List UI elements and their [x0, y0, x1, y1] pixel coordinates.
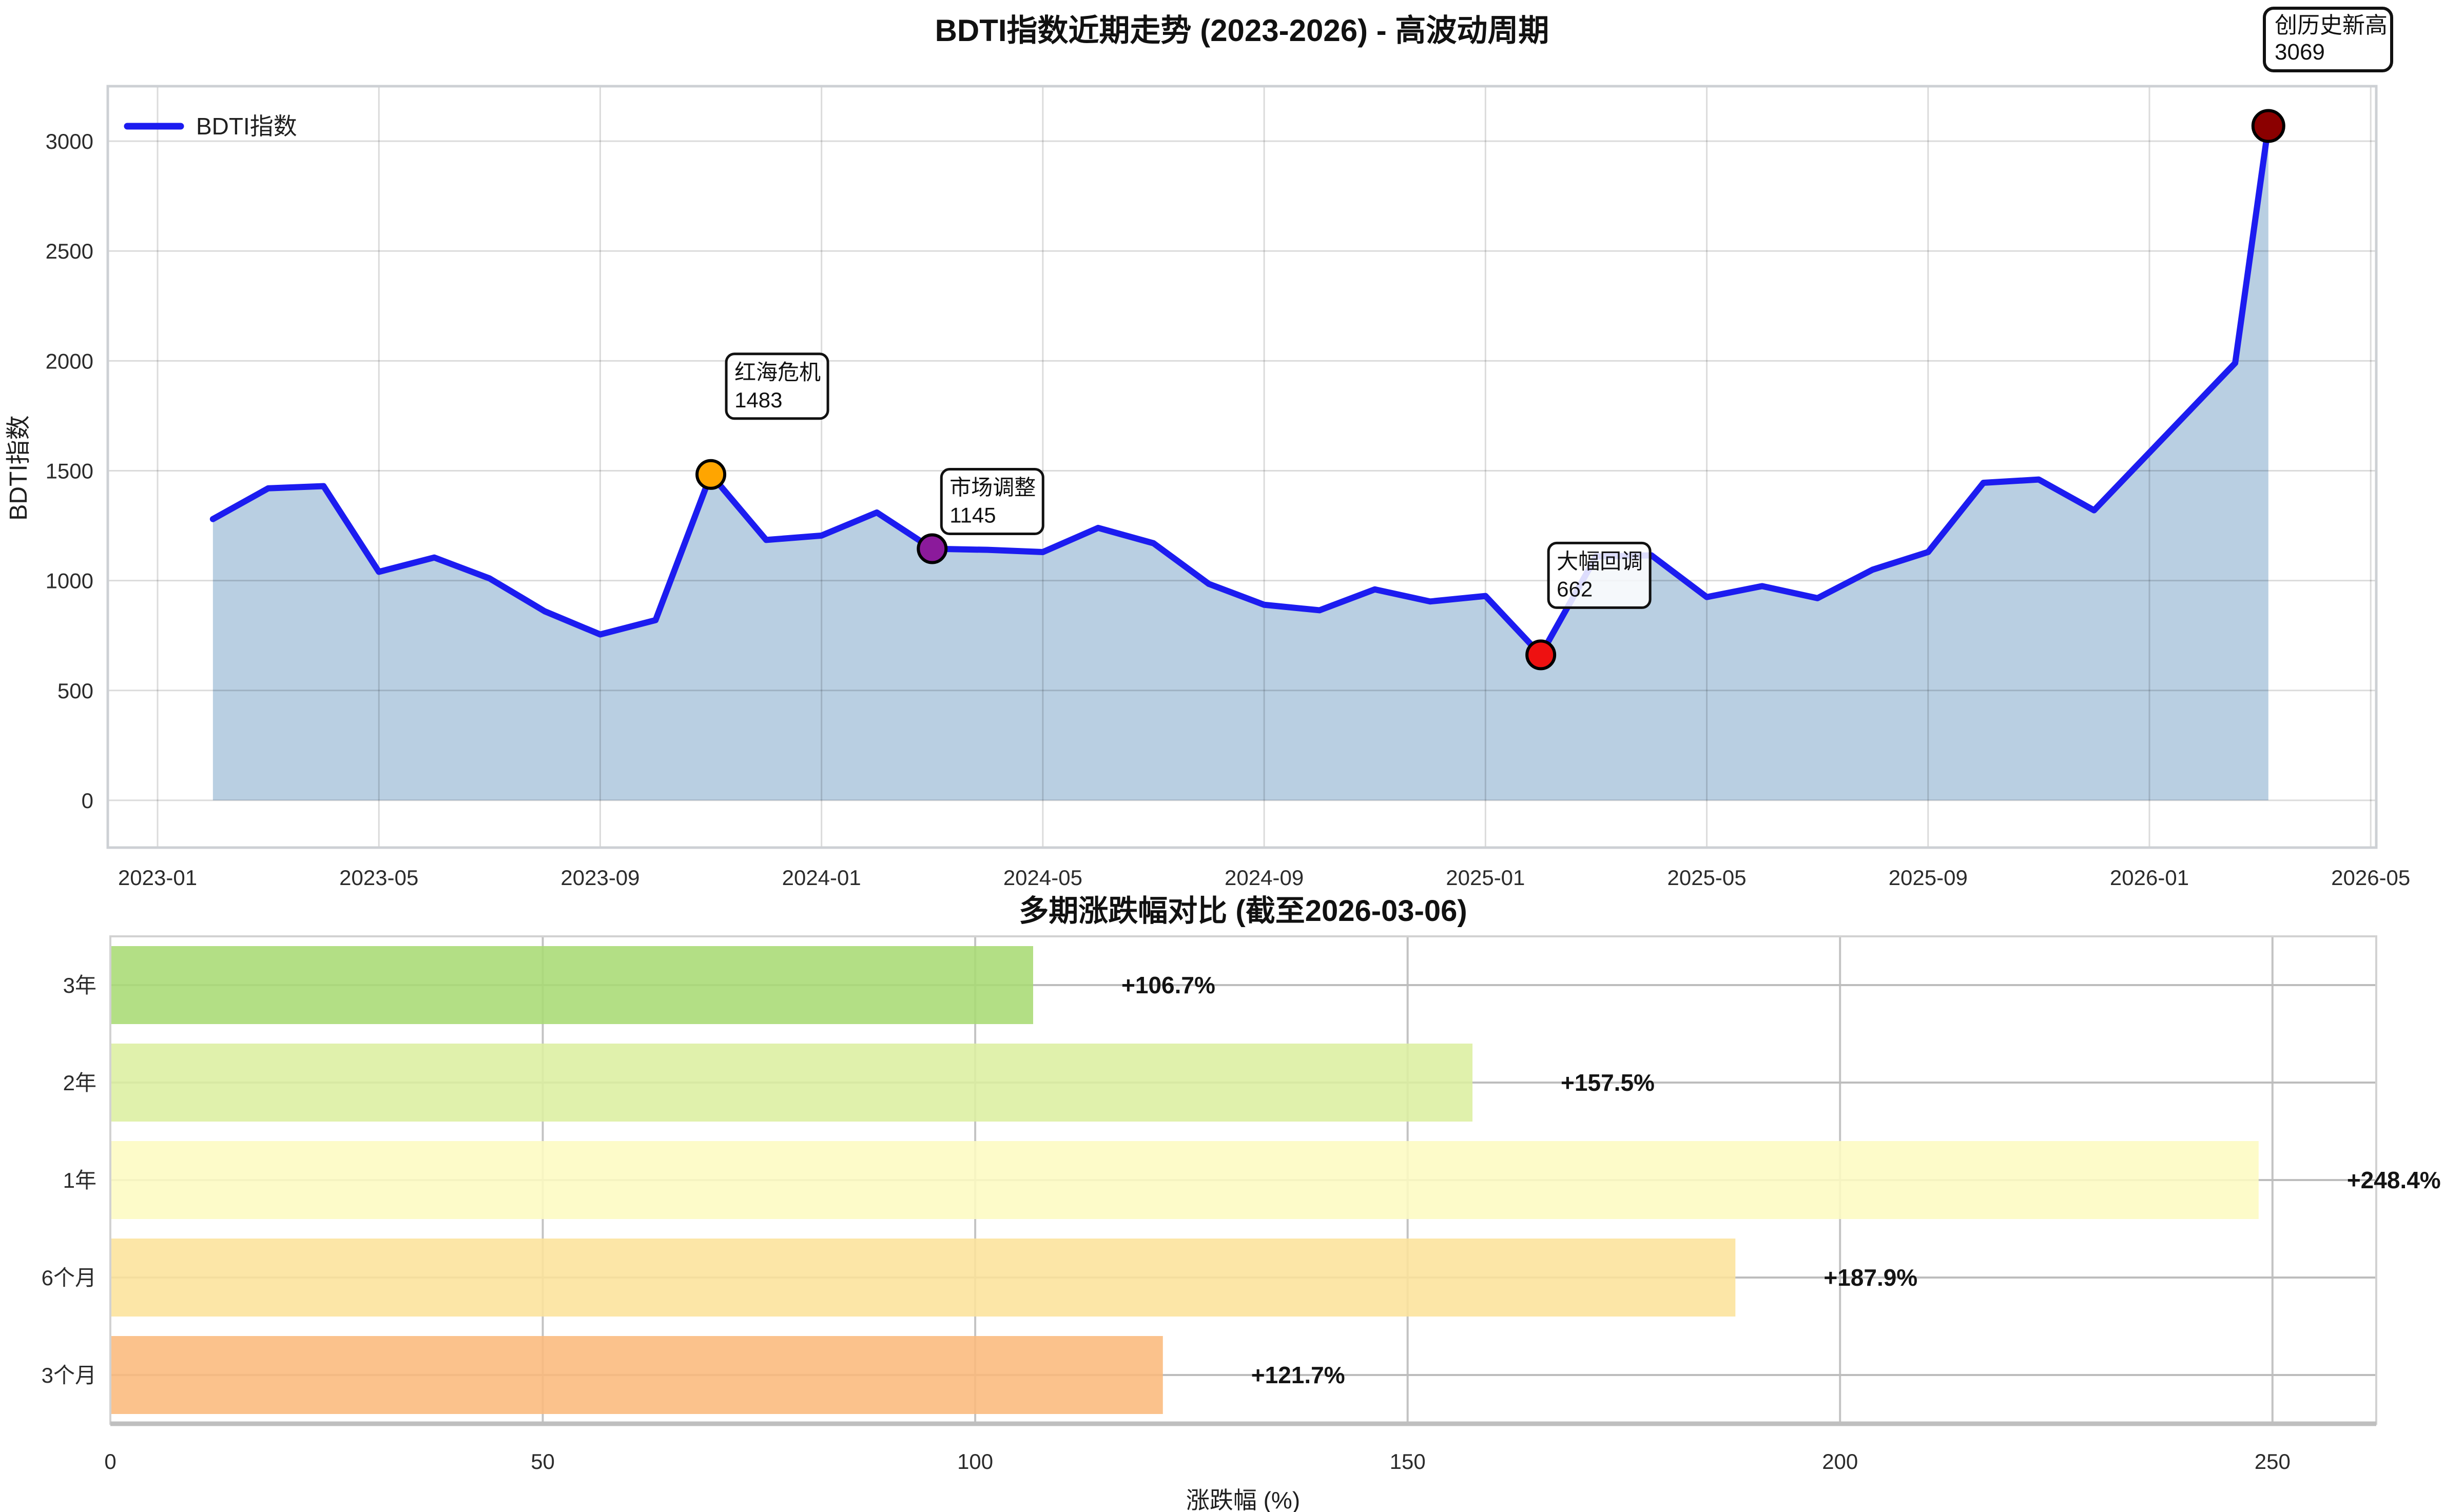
bar-value-label: +157.5%	[1561, 1069, 1655, 1096]
category-label: 6个月	[42, 1266, 96, 1290]
legend: BDTI指数	[124, 113, 297, 140]
y-tick-label: 500	[57, 679, 93, 703]
marker-创历史新高	[2251, 109, 2285, 143]
y-tick-label: 2000	[46, 349, 93, 373]
event-markers	[695, 109, 2285, 671]
marker-市场调整	[917, 533, 948, 564]
x-tick-label: 150	[1390, 1449, 1426, 1474]
bar-6个月	[110, 1239, 1736, 1317]
bar-value-label: +106.7%	[1121, 972, 1215, 998]
x-tick-label: 200	[1822, 1449, 1858, 1474]
x-tick-label: 2026-01	[2110, 866, 2189, 890]
annotation-value: 1145	[949, 503, 996, 527]
bar-1年	[110, 1141, 2259, 1219]
marker-大幅回调	[1525, 639, 1557, 671]
x-tick-label: 50	[531, 1449, 555, 1474]
bar-chart-x-axis-label: 涨跌幅 (%)	[1186, 1487, 1300, 1512]
line-chart-border	[106, 85, 2378, 849]
bar-value-label: +121.7%	[1251, 1362, 1345, 1388]
x-tick-label: 2024-01	[782, 866, 861, 890]
legend-label: BDTI指数	[196, 113, 297, 140]
x-tick-label: 2024-09	[1225, 866, 1304, 890]
x-tick-label: 0	[104, 1449, 116, 1474]
bdti-line	[209, 123, 2272, 658]
line-chart-y-axis-label: BDTI指数	[5, 415, 32, 520]
bar-chart-title: 多期涨跌幅对比 (截至2026-03-06)	[1019, 894, 1467, 928]
record-high-badge-value: 3069	[2275, 40, 2325, 65]
bar-chart-bars	[110, 946, 2259, 1414]
x-tick-label: 100	[957, 1449, 993, 1474]
category-label: 3个月	[42, 1363, 96, 1387]
bar-chart-tick-labels: 3年 2年 1年 6个月 3个月 0 50 100 150 200 250	[42, 973, 2291, 1474]
line-chart-area-fill	[212, 126, 2268, 800]
line-chart-grid	[108, 86, 2376, 848]
y-tick-label: 3000	[46, 129, 93, 153]
annotation-value: 662	[1557, 577, 1593, 601]
annotation-box	[725, 352, 829, 420]
bar-value-label: +187.9%	[1824, 1264, 1917, 1291]
annotation-box	[940, 468, 1044, 536]
x-tick-label: 2025-09	[1889, 866, 1968, 890]
x-tick-label: 2024-05	[1003, 866, 1082, 890]
y-tick-label: 1500	[46, 459, 93, 483]
line-chart-tick-labels: 0 500 1000 1500 2000 2500 3000 2023-01 2023-05 20…	[46, 129, 2411, 890]
bar-value-label: +248.4%	[2347, 1167, 2441, 1193]
x-tick-label: 2023-01	[118, 866, 197, 890]
x-tick-label: 2025-01	[1446, 866, 1525, 890]
record-high-badge-box	[2263, 7, 2393, 72]
annotation-label: 大幅回调	[1557, 549, 1643, 573]
annotation-box	[1547, 541, 1652, 609]
record-high-badge-label: 创历史新高	[2275, 13, 2388, 38]
annotation-label: 市场调整	[949, 476, 1036, 500]
bdti-area-fill	[212, 126, 2268, 800]
annotation-label: 红海危机	[734, 360, 821, 384]
annotation-value: 1483	[734, 388, 782, 412]
x-tick-label: 250	[2255, 1449, 2291, 1474]
bar-2年	[110, 1044, 1473, 1122]
y-tick-label: 2500	[46, 239, 93, 263]
category-label: 1年	[63, 1168, 96, 1192]
x-tick-label: 2023-05	[339, 866, 418, 890]
category-label: 2年	[63, 1071, 96, 1095]
y-tick-label: 1000	[46, 569, 93, 593]
bar-value-labels: +106.7% +157.5% +248.4% +187.9% +121.7%	[1121, 972, 2441, 1388]
event-annotations: 红海危机 1483 市场调整 1145 大幅回调 662	[725, 352, 1652, 609]
bar-3个月	[110, 1336, 1163, 1414]
line-chart-title: BDTI指数近期走势 (2023-2026) - 高波动周期	[935, 13, 1549, 48]
y-tick-label: 0	[82, 789, 93, 813]
category-label: 3年	[63, 973, 96, 997]
x-tick-label: 2023-09	[560, 866, 639, 890]
marker-红海危机	[695, 459, 727, 490]
x-tick-label: 2026-05	[2331, 866, 2410, 890]
record-high-badge: 创历史新高 3069	[2263, 7, 2393, 72]
x-tick-label: 2025-05	[1667, 866, 1746, 890]
bdti-line-series	[209, 123, 2272, 658]
bar-3年	[110, 946, 1034, 1024]
